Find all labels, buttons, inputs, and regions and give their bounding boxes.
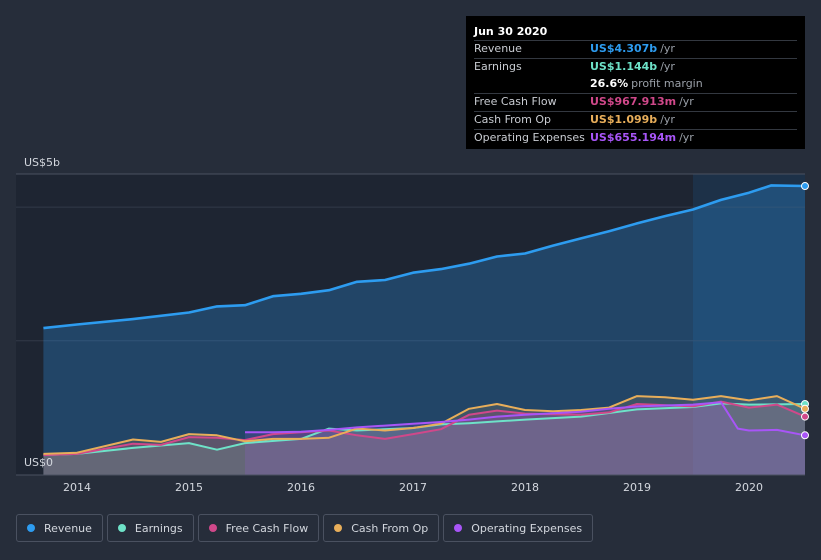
tooltip-value: US$1.144b [590,60,658,73]
x-tick-2014: 2014 [63,481,91,494]
tooltip-panel: Jun 30 2020 Revenue US$4.307b/yr Earnings U… [466,16,805,149]
legend-dot-icon [27,524,35,532]
legend-dot-icon [334,524,343,532]
tooltip-label: Revenue [474,42,522,55]
tooltip-unit: profit margin [631,77,703,90]
revenue-line [43,184,806,330]
legend-item-earnings[interactable]: Earnings [106,514,194,542]
tooltip-row-earnings: Earnings US$1.144b/yr [474,58,797,76]
tooltip-label: Earnings [474,60,522,73]
tooltip-unit: /yr [679,131,694,144]
x-tick-2020: 2020 [735,481,763,494]
x-tick-2016: 2016 [287,481,315,494]
tooltip-row-profit-margin: 26.6% profit margin [474,76,797,93]
cash-from-op-end-marker [801,404,809,413]
tooltip-row-cash-from-op: Cash From Op US$1.099b/yr [474,111,797,129]
tooltip-label: Free Cash Flow [474,95,557,108]
x-tick-2018: 2018 [511,481,539,494]
cash-from-op-area [43,396,805,475]
legend-item-operating-expenses[interactable]: Operating Expenses [443,514,594,542]
free-cash-flow-end-marker [801,412,809,421]
operating-expenses-area [245,402,805,475]
tooltip-value: US$967.913m [590,95,677,108]
tooltip-unit: /yr [679,95,694,108]
tooltip-unit: /yr [660,60,675,73]
x-tick-2017: 2017 [399,481,427,494]
tooltip-value: US$4.307b [590,42,658,55]
tooltip-unit: /yr [660,113,675,126]
tooltip-label [474,76,590,93]
legend-dot-icon [117,524,126,532]
tooltip-value: US$1.099b [590,113,658,126]
free-cash-flow-area [43,401,805,475]
tooltip-label: Cash From Op [474,113,552,126]
y-axis-top-label: US$5b [24,156,61,169]
y-axis-bottom-label: US$0 [24,456,54,469]
legend-label: Cash From Op [351,521,429,535]
tooltip-row-operating-expenses: Operating Expenses US$655.194m/yr [474,129,797,147]
x-tick-2015: 2015 [175,481,203,494]
highlight-region [693,174,805,475]
legend-item-free-cash-flow[interactable]: Free Cash Flow [197,514,320,542]
tooltip-value: 26.6% [590,77,629,90]
x-tick-2019: 2019 [623,481,651,494]
legend-label: Earnings [134,521,183,535]
tooltip-label: Operating Expenses [474,131,585,144]
legend-label: Free Cash Flow [225,521,309,535]
earnings-area [43,403,805,475]
legend-item-revenue[interactable]: Revenue [16,514,103,542]
cash-from-op-line [43,395,806,455]
operating-expenses-end-marker [801,431,809,440]
legend-label: Revenue [44,521,92,535]
legend-dot-icon [454,524,463,532]
tooltip-row-revenue: Revenue US$4.307b/yr [474,40,797,58]
tooltip-unit: /yr [660,42,675,55]
tooltip-row-free-cash-flow: Free Cash Flow US$967.913m/yr [474,93,797,111]
legend-item-cash-from-op[interactable]: Cash From Op [323,514,440,542]
revenue-area [43,185,805,475]
tooltip-date: Jun 30 2020 [474,25,548,38]
revenue-end-marker [801,182,809,191]
legend: Revenue Earnings Free Cash Flow Cash From O… [16,514,597,542]
legend-dot-icon [208,524,217,532]
operating-expenses-line [245,401,806,437]
legend-label: Operating Expenses [471,521,583,535]
tooltip-value: US$655.194m [590,131,677,144]
free-cash-flow-line [43,400,806,457]
